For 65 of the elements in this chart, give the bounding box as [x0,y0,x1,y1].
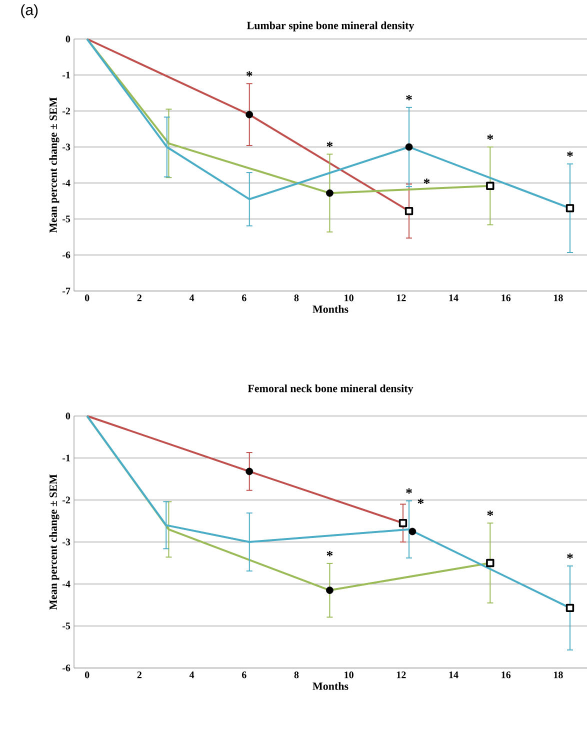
y-tick-label: -5 [62,216,70,222]
annotation: * [418,498,424,504]
text: (a) [21,4,38,18]
x-tick-label: 10 [344,294,354,302]
annotation: * [487,134,494,140]
x-tick-label: 8 [294,672,299,678]
annotation: * [567,554,573,559]
x-tick-label: 12 [396,672,406,678]
y-tick-label: 0 [66,36,70,42]
point [486,182,494,190]
point [326,586,334,594]
x-axis-title: Months [312,682,348,690]
x-tick-label: 6 [242,672,246,678]
x-tick-label: 2 [137,294,142,302]
point [405,143,413,151]
x-tick-label: 6 [242,294,246,302]
point [404,206,414,216]
y-tick-label: -3 [62,538,70,546]
point [486,558,494,568]
y-tick-label: -2 [62,108,70,114]
x-tick-label: 14 [449,294,458,302]
point [408,528,416,536]
annotation: * [406,488,412,494]
x-tick-label: 4 [189,672,194,678]
x-tick-label: 2 [137,672,142,678]
point [566,604,574,612]
y-tick-label: -2 [62,496,70,504]
point [246,110,254,118]
x-tick-label: 16 [502,294,511,302]
annotation: * [326,550,333,556]
y-tick-label: -5 [62,622,70,630]
chart-title: Lumbar spine bone mineral density [246,21,414,32]
y-axis-title: Mean percent change ± SEM [49,97,60,233]
x-tick-label: 12 [396,294,406,302]
y-tick-label: -1 [62,72,70,78]
x-tick-label: 0 [84,294,90,302]
point [246,468,254,476]
y-tick-label: -4 [62,580,70,588]
y-tick-label: -6 [62,664,70,672]
x-tick-label: 10 [344,672,354,678]
y-tick-label: -3 [62,144,70,150]
annotation: * [567,151,573,157]
x-tick-label: 18 [554,294,563,302]
x-axis-title: Months [312,305,348,313]
y-tick-label: -4 [62,180,70,186]
annotation: * [424,178,430,184]
chart-title: Femoral neck bone mineral density [248,384,414,394]
point [398,518,408,528]
x-tick-label: 8 [294,294,299,302]
point [326,189,334,197]
point [566,204,574,212]
annotation: * [326,142,333,148]
x-tick-label: 4 [189,294,194,302]
x-tick-label: 16 [502,672,511,678]
x-tick-label: 18 [554,672,563,678]
y-axis-title: Mean percent change ± SEM [49,474,60,610]
y-tick-label: -1 [62,454,70,462]
y-tick-label: 0 [66,412,70,420]
annotation: * [246,71,252,76]
annotation: * [406,94,412,100]
y-tick-label: -6 [62,252,70,258]
x-tick-label: 0 [84,672,90,678]
y-tick-label: -7 [62,288,70,294]
x-tick-label: 14 [449,672,458,678]
annotation: * [487,510,494,516]
